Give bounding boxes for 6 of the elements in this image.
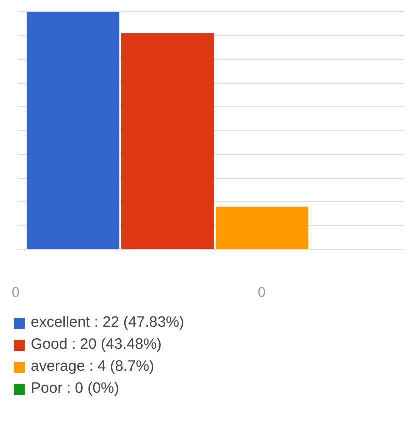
text: 0 <box>258 284 266 300</box>
legend-label: excellent : 22 (47.83%) <box>31 313 184 333</box>
legend-label: average : 4 (8.7%) <box>31 357 154 377</box>
legend-label: Poor : 0 (0%) <box>31 379 120 399</box>
text: 0 <box>12 284 20 300</box>
legend-label: Good : 20 (43.48%) <box>31 335 162 355</box>
